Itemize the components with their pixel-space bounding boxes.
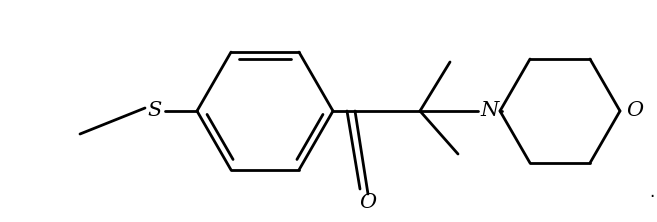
Text: O: O [359, 192, 376, 212]
Text: N: N [481, 101, 499, 121]
Text: O: O [626, 101, 644, 121]
Text: S: S [148, 101, 162, 121]
Text: .: . [649, 183, 654, 201]
